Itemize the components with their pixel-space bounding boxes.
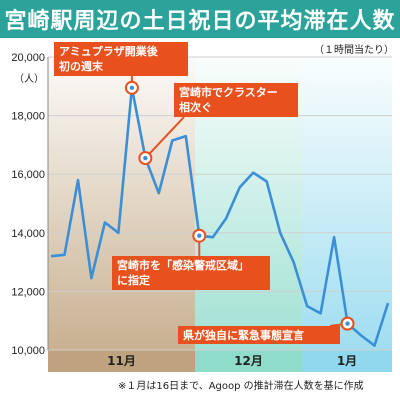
callout-text: 宮崎市でクラスター (179, 85, 278, 99)
callout-box (178, 326, 340, 344)
callout-box (54, 42, 188, 76)
highlight-point (345, 321, 350, 326)
series-line (50, 86, 390, 347)
month-label: 12月 (234, 354, 263, 368)
band-december-strip (195, 350, 302, 372)
callout-text: に指定 (117, 273, 150, 287)
band-january (302, 57, 392, 350)
callout-box (112, 256, 270, 290)
y-tick-label: 10,000 (11, 345, 45, 357)
unit-note: （１時間当たり） (314, 45, 394, 56)
band-january-strip (302, 350, 392, 372)
callout-box (174, 83, 298, 117)
y-tick-label: 20,000 (11, 52, 45, 64)
y-tick-label: 16,000 (11, 169, 45, 181)
y-tick-label: 14,000 (11, 228, 45, 240)
month-label: 11月 (107, 354, 136, 368)
callout-text: 相次ぐ (179, 100, 212, 114)
callout-leader (144, 116, 185, 159)
month-label: 1月 (337, 354, 357, 368)
highlight-point (197, 233, 202, 238)
y-axis-label: （人） (14, 73, 44, 85)
y-tick-label: 12,000 (11, 286, 45, 298)
highlight-point (143, 155, 148, 161)
footnote: ※１月は16日まで、Agoop の推計滞在人数を基に作成 (118, 381, 364, 392)
callout-text: 宮崎市を「感染警戒区域」 (117, 258, 249, 272)
chart-title: 宮崎駅周辺の土日祝日の平均滞在人数 (0, 0, 400, 38)
y-tick-label: 18,000 (11, 111, 45, 123)
callout-text: アミュプラザ開業後 (59, 44, 159, 58)
callout-text: 県が独自に緊急事態宣言 (183, 328, 304, 342)
highlight-point (129, 85, 135, 90)
callout-text: 初の週末 (59, 59, 104, 73)
band-november-strip (48, 350, 195, 372)
